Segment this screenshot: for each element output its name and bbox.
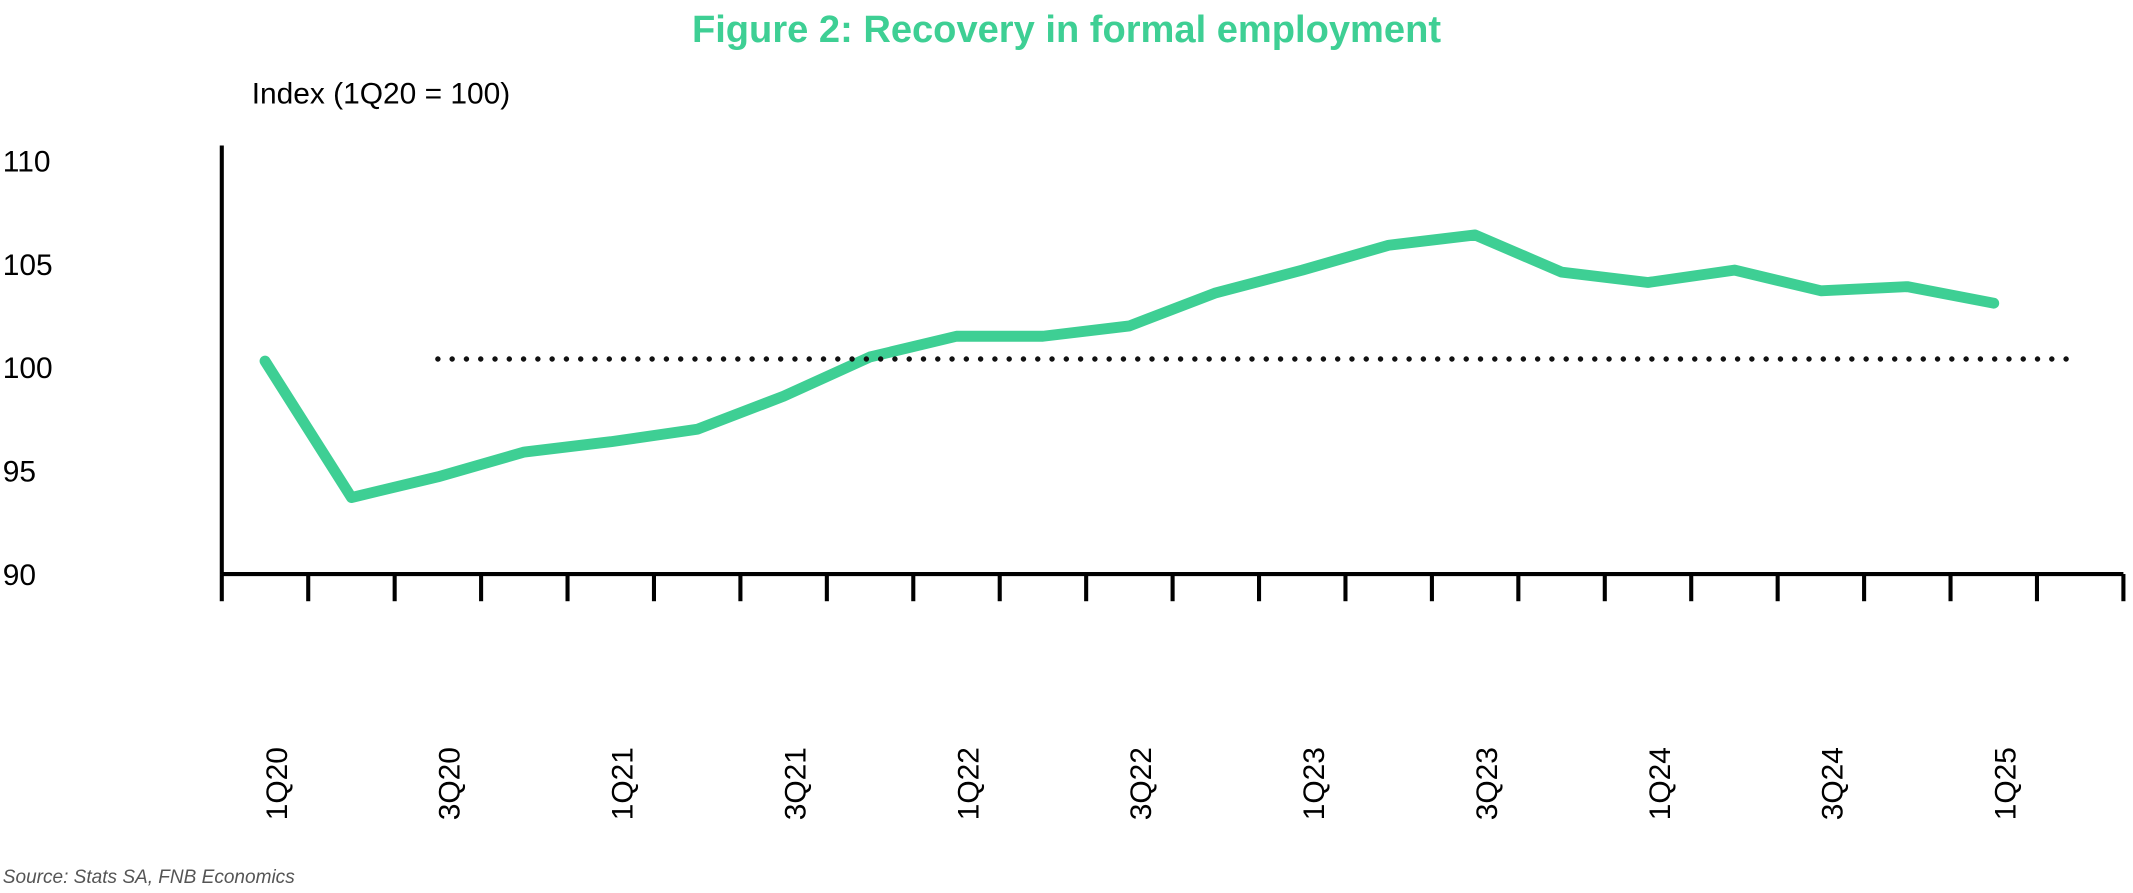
chart-title: Figure 2: Recovery in formal employment <box>692 9 1441 51</box>
x-tick-label: 1Q21 <box>607 747 640 820</box>
y-tick-label: 110 <box>3 145 51 178</box>
x-tick-label: 1Q25 <box>1990 747 2023 820</box>
x-tick-label: 1Q23 <box>1298 747 1331 820</box>
y-tick-label: 100 <box>3 352 53 385</box>
y-tick-label: 95 <box>3 456 36 489</box>
x-tick-label: 3Q22 <box>1125 747 1158 820</box>
x-tick-label: 1Q22 <box>952 747 985 820</box>
x-tick-label: 3Q23 <box>1471 747 1504 820</box>
y-tick-label: 90 <box>3 559 36 592</box>
x-tick-label: 3Q24 <box>1817 747 1850 820</box>
x-tick-label: 1Q24 <box>1644 747 1677 820</box>
line-series <box>259 229 2000 503</box>
x-tick-label: 3Q20 <box>434 747 467 820</box>
y-tick-label: 105 <box>3 249 53 282</box>
y-axis-label: Index (1Q20 = 100) <box>252 77 511 110</box>
x-tick-label: 3Q21 <box>779 747 812 820</box>
source-note: Source: Stats SA, FNB Economics <box>3 867 295 888</box>
x-tick-label: 1Q20 <box>261 747 294 820</box>
